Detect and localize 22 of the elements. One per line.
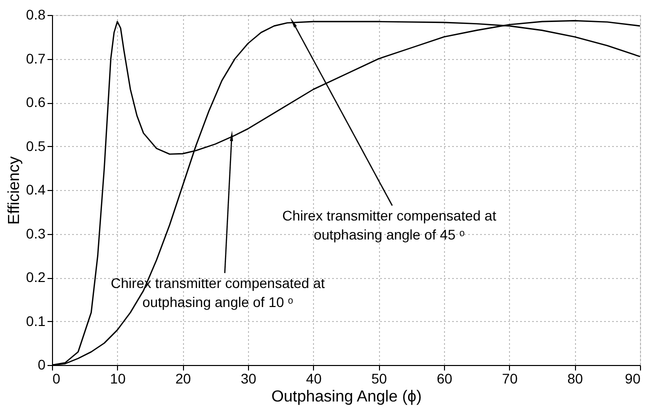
y-tick-label: 0.4 [26,182,46,198]
x-tick-label: 10 [110,370,126,386]
y-tick-label: 0 [38,356,46,372]
y-tick-label: 0.1 [26,312,46,329]
y-tick-label: 0.7 [26,50,46,66]
x-tick-label: 30 [240,370,256,386]
annotation: Chirex transmitter compensated at outphasing angle of 45 ᵒ [282,208,496,243]
x-tick-label: 40 [306,370,322,386]
x-tick-label: 0 [52,370,60,386]
y-tick-label: 0.6 [26,94,46,110]
y-axis-title: Efficiency [6,156,24,225]
x-tick-label: 80 [567,370,584,386]
x-axis-title: Outphasing Angle (ϕ) [271,388,422,406]
y-tick-label: 0.3 [26,225,46,242]
x-tick-label: 70 [502,370,518,386]
y-tick-label: 0.5 [26,138,46,154]
y-tick-label: 0.2 [26,269,46,285]
x-tick-label: 60 [436,370,452,386]
x-tick-label: 50 [371,370,388,386]
y-tick-label: 0.8 [26,6,46,22]
x-tick-label: 20 [175,370,192,386]
x-tick-label: 90 [624,370,641,386]
